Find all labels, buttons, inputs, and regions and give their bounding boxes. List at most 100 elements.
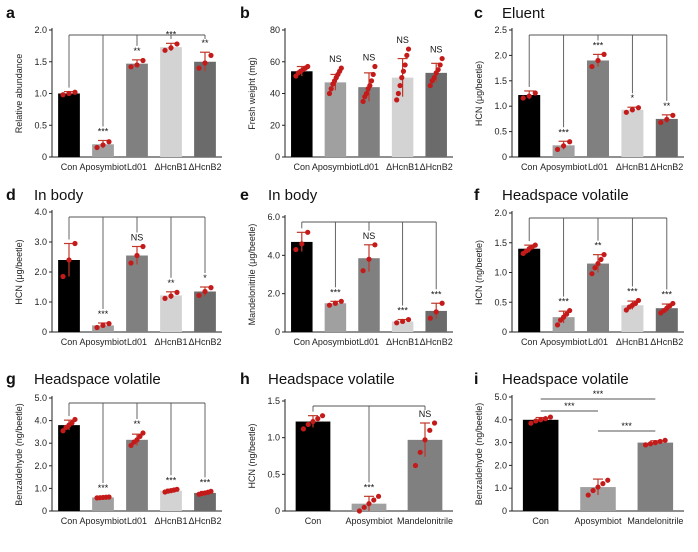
data-point [394,97,400,103]
bar [194,61,216,157]
data-point [360,268,366,274]
data-point [561,143,567,149]
y-tick-label: 20 [270,120,280,130]
x-tick-label: Ld01 [588,162,608,172]
significance-label: *** [200,477,211,487]
significance-label: *** [330,287,341,297]
data-point [356,508,363,514]
data-point [72,240,78,247]
significance-label: *** [98,309,109,319]
x-tick-label: Aposymbiot [79,516,127,526]
panel-title: Headspace volatile [268,371,395,388]
significance-label: ** [663,101,671,111]
y-tick-label: 3.0 [34,438,47,448]
data-point [367,82,373,89]
data-point [662,437,668,443]
x-tick-label: ΔHcnB2 [650,337,683,347]
significance-label: ** [167,278,175,288]
y-tick-label: 5.0 [494,392,507,402]
x-tick-label: ΔHcnB1 [616,162,649,172]
y-tick-label: 1.0 [34,297,47,307]
panel-h: h Headspace volatile 0 0.5 1.0 1.5 HCN (ng/bee… [240,371,453,526]
significance-label: *** [564,401,575,411]
data-point [437,62,443,68]
data-point [60,428,66,434]
x-tick-label: Aposymbiot [574,516,622,526]
y-axis-label: Fresh weight (mg) [247,57,257,130]
significance-label: * [631,93,635,103]
data-point [417,449,423,455]
data-point [595,260,601,267]
y-tick-label: 2.5 [494,25,507,35]
y-axis-label: Mandelonitrile (μg/beetle) [247,224,257,326]
bar [358,258,380,332]
data-point [400,318,406,325]
data-point [361,504,367,510]
data-point [100,142,106,148]
data-point [137,433,143,440]
y-tick-label: 2.0 [34,25,47,35]
x-tick-label: Con [521,162,538,172]
bar [324,82,347,157]
data-point [547,414,554,420]
data-point [532,90,538,96]
data-point [208,52,214,59]
data-point [66,90,72,97]
data-point [601,51,607,57]
y-tick-label: 0 [502,327,507,337]
data-point [140,57,146,64]
panel-title: Headspace volatile [502,371,629,388]
data-point [72,89,78,95]
data-point [533,418,539,424]
x-tick-label: Mandelonitrile [627,516,683,526]
data-point [100,322,106,328]
data-point [595,57,601,64]
panel-label: f [474,187,480,204]
bar [92,325,114,332]
bar [586,60,610,158]
data-point [600,481,606,487]
data-point [106,139,112,145]
x-tick-label: Aposymbiot [79,162,127,172]
data-point [439,300,445,306]
data-point [128,442,134,449]
x-tick-label: Mandelonitrile [397,516,453,526]
bar [160,47,182,157]
panel-label: c [474,5,483,22]
data-point [402,62,408,68]
bar [291,71,313,157]
data-point [202,60,208,66]
data-point [208,285,214,291]
data-point [601,252,607,258]
data-point [140,430,146,436]
x-tick-label: Aposymbiot [345,516,393,526]
data-point [319,413,326,419]
bar [295,421,331,511]
data-point [106,321,112,327]
x-tick-label: ΔHcnB1 [616,337,649,347]
y-axis-label: HCN (ng/beetle) [474,240,484,305]
y-tick-label: 1.0 [494,268,507,278]
significance-label: ** [201,38,209,48]
x-tick-label: Con [521,337,538,347]
data-point [589,271,595,277]
y-tick-label: 3.0 [494,438,507,448]
y-tick-label: 1.5 [494,238,507,248]
significance-label: *** [166,475,177,485]
data-point [66,257,72,263]
bar [194,291,216,332]
y-tick-label: 1.0 [34,483,47,493]
significance-label: *** [662,289,673,299]
panel-label: d [6,187,16,204]
data-point [299,241,305,247]
significance-label: *** [166,29,177,39]
bar [126,439,148,511]
data-point [60,92,66,98]
data-point [431,75,437,81]
data-point [532,242,538,248]
x-tick-label: Aposymbiot [312,337,360,347]
data-point [332,300,338,306]
data-point [629,107,636,113]
data-point [202,288,208,295]
data-point [595,484,601,490]
